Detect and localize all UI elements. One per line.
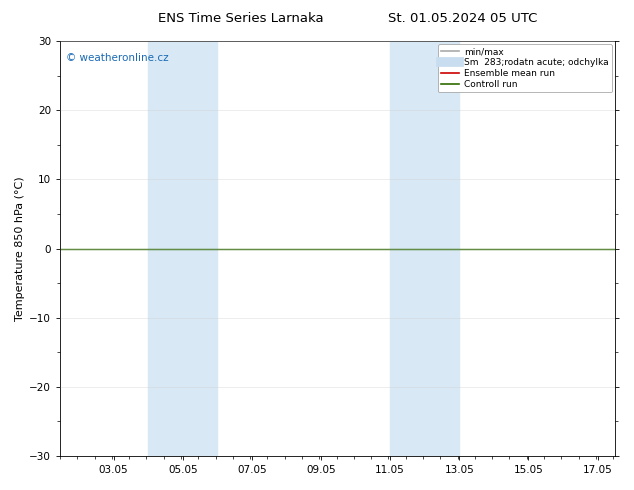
Text: ENS Time Series Larnaka: ENS Time Series Larnaka (158, 12, 324, 25)
Legend: min/max, Sm  283;rodatn acute; odchylka, Ensemble mean run, Controll run: min/max, Sm 283;rodatn acute; odchylka, … (437, 44, 612, 93)
Bar (390, 41, 459, 456)
Text: St. 01.05.2024 05 UTC: St. 01.05.2024 05 UTC (388, 12, 538, 25)
Y-axis label: Temperature 850 hPa (°C): Temperature 850 hPa (°C) (15, 176, 25, 321)
Bar (148, 41, 217, 456)
Text: © weatheronline.cz: © weatheronline.cz (65, 53, 168, 64)
